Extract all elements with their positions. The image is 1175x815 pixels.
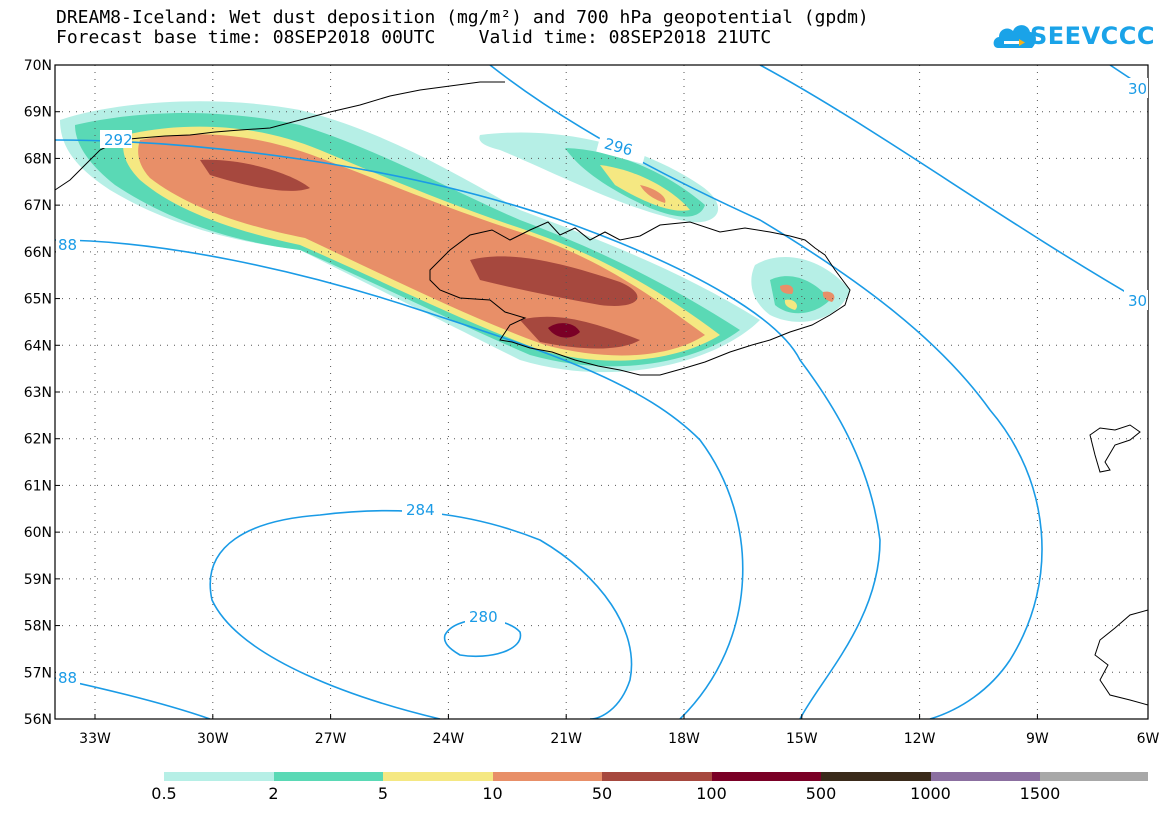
contour-label: 30 <box>1128 80 1147 98</box>
faroe-coast <box>1089 424 1141 473</box>
legend-label: 5 <box>377 784 389 803</box>
contour-288 <box>55 239 744 719</box>
longitude-label: 30W <box>197 731 229 747</box>
latitude-label: 57N <box>24 665 52 681</box>
latitude-label: 56N <box>24 712 52 728</box>
contour-label: 284 <box>406 501 435 519</box>
contour-label: 280 <box>469 608 498 626</box>
graticule <box>55 65 1148 719</box>
contour-label: 30 <box>1128 292 1147 310</box>
latitude-label: 61N <box>24 478 52 494</box>
latitude-label: 63N <box>24 385 52 401</box>
legend-color-swatch <box>602 772 712 781</box>
longitude-labels: 33W 30W 27W 24W 21W 18W 15W 12W 9W 6W <box>79 731 1159 747</box>
latitude-label: 66N <box>24 245 52 261</box>
longitude-label: 18W <box>668 731 700 747</box>
legend-label: 1500 <box>1019 784 1061 803</box>
latitude-label: 62N <box>24 432 52 448</box>
legend-color-swatch <box>711 772 821 781</box>
longitude-label: 21W <box>550 731 582 747</box>
greenland-coast <box>54 81 505 191</box>
longitude-label: 33W <box>79 731 111 747</box>
legend-color-swatch <box>164 772 274 781</box>
longitude-label: 6W <box>1137 731 1160 747</box>
plume-east <box>751 257 850 322</box>
legend-label: 1000 <box>910 784 951 803</box>
legend-label: 100 <box>696 784 727 803</box>
legend-color-swatch <box>492 772 602 781</box>
contour-label: 88 <box>58 669 77 687</box>
iceland-coast <box>429 221 851 376</box>
contour-label: 88 <box>58 236 77 254</box>
latitude-label: 64N <box>24 338 52 354</box>
contour-label: 292 <box>104 131 133 149</box>
latitude-label: 65N <box>24 292 52 308</box>
legend-label: 10 <box>482 784 503 803</box>
legend-color-swatch <box>273 772 383 781</box>
contour-labels: 292 296 30 30 88 88 284 280 <box>56 78 1148 688</box>
dust-deposition-field <box>60 101 850 373</box>
longitude-label: 27W <box>315 731 347 747</box>
legend-color-swatch <box>930 772 1040 781</box>
latitude-label: 70N <box>24 58 52 74</box>
legend-color-swatch <box>821 772 931 781</box>
legend-color-swatch <box>1040 772 1148 781</box>
latitude-label: 68N <box>24 151 52 167</box>
logo-text: SEEVCCC <box>1030 22 1155 50</box>
latitude-labels: 70N 69N 68N 67N 66N 65N 64N 63N 62N 61N 60N 59N 58N 5… <box>24 58 52 728</box>
legend-label: 500 <box>805 784 837 803</box>
contour-300 <box>759 65 1148 306</box>
latitude-label: 60N <box>24 525 52 541</box>
latitude-label: 59N <box>24 572 52 588</box>
cloud-icon <box>993 25 1036 48</box>
geopotential-contours <box>55 65 1148 719</box>
longitude-label: 24W <box>433 731 465 747</box>
plume-west <box>60 101 760 373</box>
legend-label: 0.5 <box>151 784 177 803</box>
chart-title: DREAM8-Iceland: Wet dust deposition (mg/… <box>56 7 869 28</box>
latitude-label: 69N <box>24 105 52 121</box>
longitude-label: 9W <box>1026 731 1049 747</box>
legend-label: 2 <box>268 784 279 803</box>
contour-284 <box>209 509 633 719</box>
latitude-label: 58N <box>24 619 52 635</box>
legend-label: 50 <box>591 784 613 803</box>
coastlines <box>54 81 1149 706</box>
longitude-label: 15W <box>786 731 818 747</box>
plume-north <box>479 132 719 223</box>
legend-color-swatch <box>383 772 493 781</box>
latitude-label: 67N <box>24 198 52 214</box>
longitude-label: 12W <box>904 731 936 747</box>
chart-subtitle: Forecast base time: 08SEP2018 00UTC Vali… <box>56 27 772 48</box>
scotland-coast <box>1094 609 1149 706</box>
contour-292 <box>55 139 881 719</box>
